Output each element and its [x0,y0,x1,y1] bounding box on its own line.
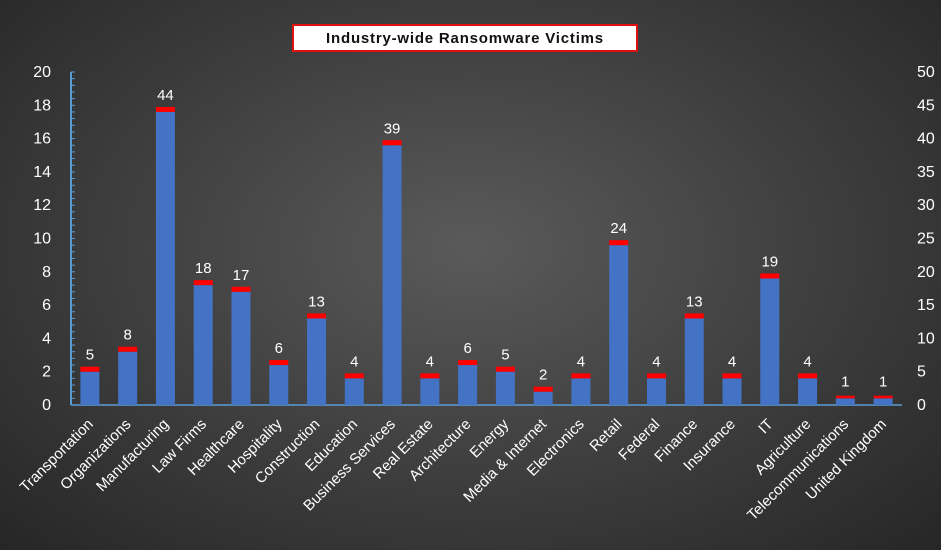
left-tick-label: 0 [42,397,51,414]
bar-cap [835,395,855,399]
bar [533,391,553,405]
bar [646,378,666,405]
bar [420,378,440,405]
data-label: 6 [463,340,471,357]
data-label: 4 [803,353,811,370]
data-label: 17 [233,267,250,284]
data-label: 39 [384,120,401,137]
data-label: 19 [761,253,778,270]
left-tick-label: 4 [42,330,51,347]
left-tick-label: 8 [42,264,51,281]
bar-cap [760,273,780,279]
right-tick-label: 30 [917,197,935,214]
data-label: 2 [539,367,547,384]
bar-cap [495,366,515,372]
right-tick-label: 50 [917,64,935,81]
data-label: 13 [308,293,325,310]
right-tick-label: 25 [917,231,935,248]
right-tick-label: 40 [917,131,935,148]
bar-cap [80,366,100,372]
right-tick-label: 10 [917,330,935,347]
bar [873,398,893,405]
bar [684,318,704,405]
bar-cap [307,313,327,319]
bar-cap [873,395,893,399]
data-label: 5 [86,347,94,364]
left-tick-label: 2 [42,364,51,381]
right-tick-label: 0 [917,397,926,414]
left-tick-label: 18 [33,97,51,114]
bar [798,378,818,405]
bar [382,145,402,405]
data-label: 4 [426,353,434,370]
bar [458,365,478,405]
bar-cap [118,346,138,352]
data-label: 24 [610,220,627,237]
bar-cap [344,373,364,379]
data-label: 4 [652,353,660,370]
data-label: 1 [879,373,887,390]
bar [307,318,327,405]
bar-cap [609,240,629,246]
bar-cap [533,386,553,392]
right-tick-label: 20 [917,264,935,281]
bar [269,365,289,405]
data-label: 5 [501,347,509,364]
bar-cap [382,140,402,146]
left-tick-label: 10 [33,231,51,248]
data-label: 44 [157,87,174,104]
bar-cap [798,373,818,379]
bar [571,378,591,405]
right-tick-label: 35 [917,164,935,181]
bar-cap [155,106,175,112]
bar [118,351,138,405]
left-tick-label: 14 [33,164,51,181]
right-tick-label: 15 [917,297,935,314]
left-tick-label: 12 [33,197,51,214]
data-label: 4 [728,353,736,370]
bar-cap [684,313,704,319]
data-label: 8 [123,327,131,344]
chart-title: Industry-wide Ransomware Victims [292,24,638,52]
bar [760,278,780,405]
right-tick-label: 5 [917,364,926,381]
bar [495,371,515,405]
data-label: 6 [275,340,283,357]
bar [344,378,364,405]
bar [80,371,100,405]
right-tick-label: 45 [917,97,935,114]
data-label: 13 [686,293,703,310]
bar [231,291,251,405]
data-label: 4 [350,353,358,370]
bar-cap [722,373,742,379]
bar-cap [458,360,478,366]
bar-cap [646,373,666,379]
bar-cap [571,373,591,379]
bar-cap [231,286,251,292]
data-label: 4 [577,353,585,370]
bar [609,245,629,405]
left-tick-label: 16 [33,131,51,148]
bar-cap [269,360,289,366]
bar-cap [193,280,213,286]
data-label: 18 [195,260,212,277]
bar [835,398,855,405]
category-label: IT [755,416,776,437]
left-tick-label: 6 [42,297,51,314]
bar [155,111,175,406]
bar-cap [420,373,440,379]
data-label: 1 [841,373,849,390]
left-tick-label: 20 [33,64,51,81]
bar [193,285,213,405]
bar [722,378,742,405]
